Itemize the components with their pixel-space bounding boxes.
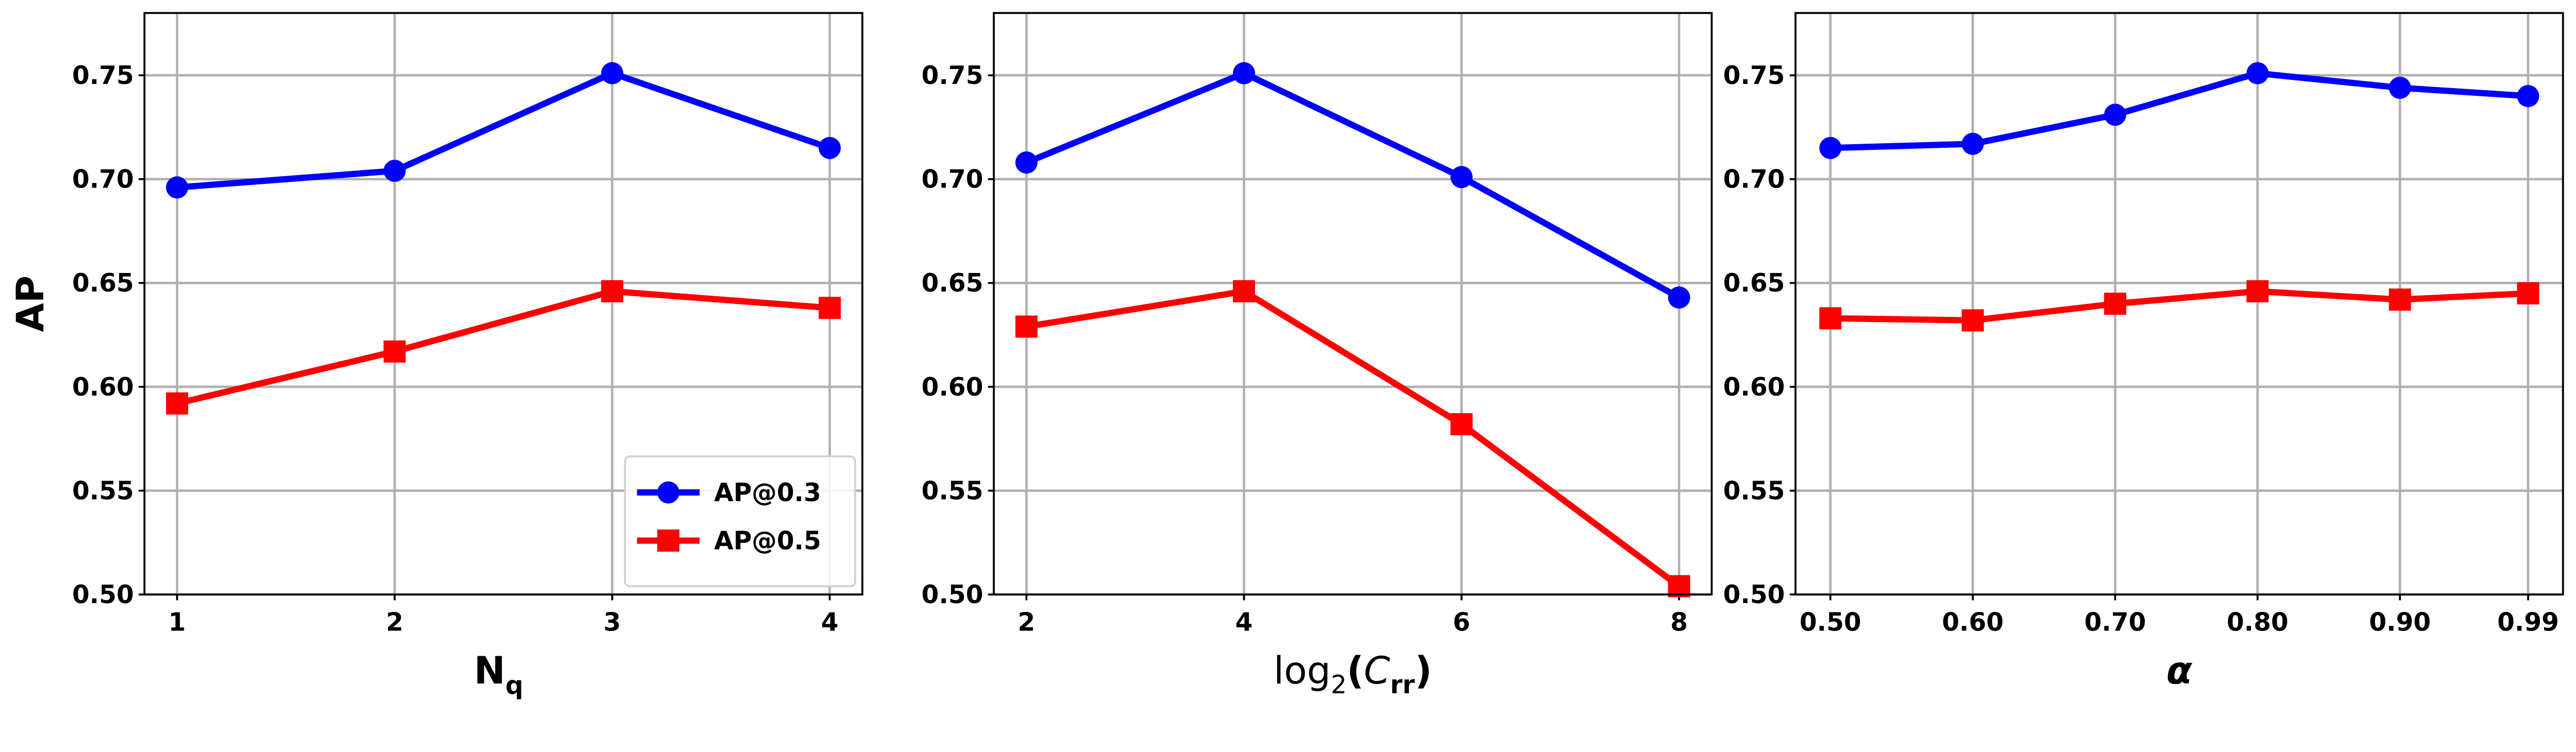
data-point <box>601 62 623 84</box>
x-tick-label: 4 <box>1235 608 1253 637</box>
x-tick-label: 2 <box>1018 608 1035 637</box>
x-tick-label: 6 <box>1453 608 1470 637</box>
x-axis-label: log2(Crr) <box>1274 649 1432 699</box>
x-tick-label: 3 <box>603 608 621 637</box>
x-axis-label-main: N <box>474 649 505 693</box>
data-point <box>166 176 189 199</box>
data-point <box>1233 62 1256 84</box>
y-axis-label: AP <box>9 276 53 332</box>
x-axis-label-sub: q <box>505 672 523 700</box>
data-point <box>818 136 841 159</box>
y-tick-label: 0.65 <box>72 269 134 298</box>
data-point <box>1450 413 1473 436</box>
series-line-AP@0.3 <box>177 70 831 191</box>
y-tick-label: 0.75 <box>922 61 984 90</box>
data-point <box>1819 307 1842 330</box>
x-axis-label-log-base: 2 <box>1331 671 1347 699</box>
y-tick-label: 0.75 <box>72 61 134 90</box>
legend: AP@0.3 AP@0.5 <box>624 455 856 588</box>
series-line-AP@0.3 <box>1025 70 1681 300</box>
y-tick-label: 0.65 <box>922 269 984 298</box>
x-axis-label-sub: rr <box>1390 671 1415 699</box>
plot-frame <box>993 12 1713 596</box>
y-tick-label: 0.55 <box>72 476 134 505</box>
x-axis-label-paren: ) <box>1415 649 1432 693</box>
legend-marker-circle <box>657 481 680 504</box>
series-line-AP@0.5 <box>1830 288 2529 324</box>
y-tick-label: 0.55 <box>922 476 984 505</box>
data-point <box>2388 288 2411 311</box>
data-point <box>1015 315 1038 338</box>
series-line-AP@0.5 <box>176 288 830 407</box>
chart-panel-1: 0.500.550.600.650.700.751 2 3 4NqAPAP@0.3AP… <box>9 12 863 700</box>
x-tick-label: 4 <box>821 608 839 637</box>
y-tick-label: 0.70 <box>1723 165 1785 194</box>
y-tick-label: 0.60 <box>72 373 134 402</box>
x-axis-label-log: log <box>1274 649 1331 693</box>
x-axis-label-paren: ( <box>1347 649 1364 693</box>
y-tick-label: 0.50 <box>922 580 984 609</box>
y-tick-label: 0.50 <box>1723 580 1785 609</box>
data-point <box>2104 104 2127 126</box>
y-tick-label: 0.70 <box>72 165 134 194</box>
x-tick-label: 0.99 <box>2497 608 2559 637</box>
x-tick-label: 1 <box>168 608 186 637</box>
y-tick-label: 0.70 <box>922 165 984 194</box>
legend-label: AP@0.5 <box>714 526 821 555</box>
data-point <box>1961 132 1984 155</box>
data-point <box>2104 293 2127 315</box>
data-point <box>1819 136 1842 159</box>
data-point <box>1450 166 1473 189</box>
chart-panel-3: 0.50 0.55 0.60 0.65 0.70 0.75 0.50 0.60 0.70 0.80… <box>1723 12 2564 693</box>
x-tick-label: 0.50 <box>1800 608 1861 637</box>
data-point <box>1961 309 1984 332</box>
plot-frame <box>143 12 863 596</box>
data-point <box>166 392 189 415</box>
legend-label: AP@0.3 <box>714 478 821 507</box>
data-point <box>1015 151 1038 174</box>
data-point <box>2246 280 2269 303</box>
series-line-AP@0.5 <box>1026 288 1681 589</box>
y-tick-label: 0.50 <box>72 580 134 609</box>
data-point <box>1668 286 1690 309</box>
legend-box <box>624 455 856 588</box>
figure: 0.500.550.600.650.700.751 2 3 4NqAPAP@0.3AP… <box>9 12 2564 700</box>
data-point <box>601 280 623 303</box>
y-tick-label: 0.75 <box>1723 61 1785 90</box>
data-point <box>2517 282 2539 305</box>
x-axis-label: Nq <box>474 649 523 700</box>
y-tick-label: 0.55 <box>1723 476 1785 505</box>
y-tick-label: 0.60 <box>922 373 984 402</box>
data-point <box>383 340 406 363</box>
x-tick-label: 8 <box>1670 608 1688 637</box>
y-tick-label: 0.65 <box>1723 269 1785 298</box>
x-axis-label-var: C <box>1364 649 1390 693</box>
y-tick-label: 0.60 <box>1723 373 1785 402</box>
data-point <box>383 160 406 182</box>
legend-marker-square <box>657 529 680 552</box>
plot-frame <box>1794 12 2564 596</box>
x-tick-label: 0.70 <box>2084 608 2146 637</box>
data-point <box>2246 62 2269 84</box>
x-tick-label: 0.60 <box>1942 608 2004 637</box>
data-point <box>2388 76 2411 99</box>
data-point <box>1233 280 1256 303</box>
x-tick-label: 2 <box>386 608 403 637</box>
data-point <box>818 297 841 319</box>
series-line-AP@0.3 <box>1830 70 2529 151</box>
x-axis-label: α <box>2166 649 2193 693</box>
x-tick-label: 0.90 <box>2369 608 2431 637</box>
x-tick-label: 0.80 <box>2227 608 2289 637</box>
data-point <box>2517 85 2539 108</box>
